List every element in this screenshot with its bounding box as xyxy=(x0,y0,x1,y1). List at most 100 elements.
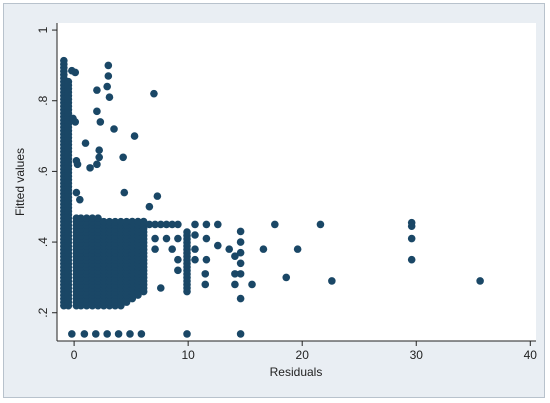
y-axis-title: Fitted values xyxy=(13,148,27,216)
data-point xyxy=(225,245,234,253)
data-point xyxy=(71,118,80,126)
data-point xyxy=(96,118,105,126)
data-point xyxy=(110,125,118,133)
data-point xyxy=(95,153,103,162)
data-point xyxy=(105,217,114,226)
data-point xyxy=(93,160,101,169)
data-point xyxy=(86,164,94,172)
data-point xyxy=(236,227,245,236)
data-point xyxy=(236,294,245,303)
data-point xyxy=(91,330,100,338)
data-point xyxy=(139,217,148,226)
data-point xyxy=(201,270,210,278)
data-point xyxy=(271,220,279,229)
data-point xyxy=(183,330,191,338)
data-point xyxy=(231,280,239,289)
y-tick-label: .2 xyxy=(36,307,50,317)
data-point xyxy=(114,330,123,338)
data-points xyxy=(60,56,484,338)
data-point xyxy=(72,188,81,197)
data-point xyxy=(94,214,102,222)
x-tick-label: 40 xyxy=(524,348,538,362)
y-tick-label: .8 xyxy=(36,95,50,105)
x-tick-label: 20 xyxy=(296,348,310,362)
data-point xyxy=(191,220,199,229)
data-point xyxy=(174,266,182,275)
data-point xyxy=(236,270,245,278)
data-point xyxy=(88,214,97,222)
data-point xyxy=(168,220,176,229)
data-point xyxy=(174,220,182,229)
y-tick-label: 1 xyxy=(36,26,50,33)
data-point xyxy=(282,273,291,282)
data-point xyxy=(130,132,139,140)
data-point xyxy=(81,139,90,147)
data-point xyxy=(128,217,137,226)
data-point xyxy=(111,217,119,226)
data-point xyxy=(191,231,199,239)
data-point xyxy=(236,248,245,257)
y-tick-label: .6 xyxy=(36,166,50,176)
data-point xyxy=(202,234,211,243)
x-axis-title: Residuals xyxy=(270,365,323,379)
data-point xyxy=(328,277,336,285)
data-point xyxy=(122,217,131,226)
data-point xyxy=(151,234,159,243)
data-point xyxy=(119,153,127,162)
data-point xyxy=(93,107,101,116)
data-point xyxy=(103,82,111,91)
data-point xyxy=(77,214,85,222)
data-point xyxy=(151,220,159,229)
figure-frame: 0 10 20 30 40 .2 .4 .6 .8 1 Residuals Fitted val… xyxy=(3,3,545,398)
x-tick-label: 10 xyxy=(181,348,195,362)
data-point xyxy=(248,280,256,289)
data-point xyxy=(153,192,162,200)
data-point xyxy=(236,238,245,246)
data-point xyxy=(191,255,199,264)
data-point xyxy=(236,330,245,338)
data-point xyxy=(93,86,101,94)
y-tick-label: .4 xyxy=(36,237,50,247)
data-point xyxy=(174,255,182,264)
data-point xyxy=(104,61,113,70)
data-point xyxy=(259,245,268,253)
data-point xyxy=(407,234,416,243)
data-point xyxy=(156,284,165,292)
data-point xyxy=(201,280,210,289)
data-point xyxy=(95,146,103,154)
data-point xyxy=(191,245,199,253)
data-point xyxy=(231,252,239,260)
data-point xyxy=(145,202,154,211)
data-point xyxy=(162,220,171,229)
data-point xyxy=(82,214,91,222)
data-point xyxy=(120,188,129,197)
data-point xyxy=(231,270,239,278)
data-point xyxy=(105,93,114,101)
data-point xyxy=(68,330,76,338)
y-axis-ticks: .2 .4 .6 .8 1 xyxy=(36,26,57,318)
data-point xyxy=(80,330,89,338)
data-point xyxy=(407,222,416,230)
data-point xyxy=(99,217,108,226)
data-point xyxy=(202,220,211,229)
x-tick-label: 0 xyxy=(71,348,78,362)
data-point xyxy=(214,241,222,250)
data-point xyxy=(162,234,171,243)
x-tick-label: 30 xyxy=(410,348,424,362)
data-point xyxy=(316,220,325,229)
data-point xyxy=(134,217,142,226)
data-point xyxy=(117,217,125,226)
data-point xyxy=(156,220,165,229)
data-point xyxy=(151,245,159,253)
data-point xyxy=(137,330,146,338)
data-point xyxy=(104,72,113,80)
data-point xyxy=(214,220,222,229)
data-point xyxy=(150,89,158,98)
data-point xyxy=(145,220,154,229)
data-point xyxy=(64,77,73,86)
data-point xyxy=(168,245,176,253)
data-point xyxy=(71,68,80,77)
scatter-chart: 0 10 20 30 40 .2 .4 .6 .8 1 Residuals Fitted val… xyxy=(13,23,538,379)
data-point xyxy=(293,245,302,253)
data-point xyxy=(183,228,191,236)
